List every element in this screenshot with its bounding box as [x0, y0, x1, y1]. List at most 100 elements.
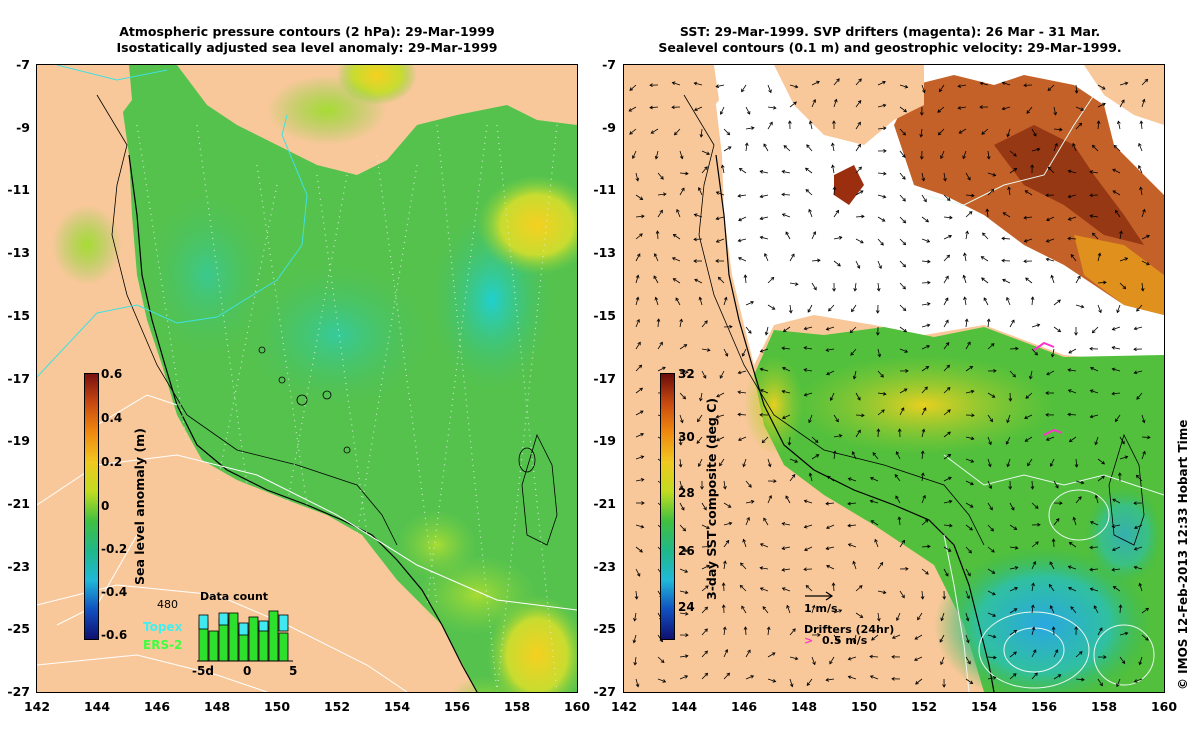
velocity-arrow — [1008, 187, 1011, 196]
velocity-arrow — [760, 216, 769, 220]
velocity-arrow-head — [748, 484, 752, 488]
velocity-arrow-head — [948, 499, 953, 504]
velocity-arrow — [782, 523, 791, 526]
velocity-arrow-head — [917, 616, 921, 621]
velocity-arrow-head — [970, 389, 975, 394]
velocity-arrow — [855, 122, 861, 130]
velocity-arrow — [655, 297, 659, 306]
velocity-arrow — [1095, 495, 1099, 504]
velocity-arrow — [899, 282, 906, 290]
velocity-arrow — [767, 495, 772, 504]
velocity-arrow-head — [812, 98, 816, 103]
velocity-arrow — [675, 297, 681, 306]
velocity-arrow-head — [803, 524, 808, 529]
left-title-line2: Isostatically adjusted sea level anomaly… — [116, 40, 498, 55]
velocity-arrow-head — [1124, 81, 1129, 86]
velocity-arrow — [921, 545, 931, 548]
lon-tick-left: 148 — [203, 699, 231, 714]
velocity-arrow-head — [629, 87, 633, 91]
velocity-arrow-head — [679, 155, 684, 160]
left-map[interactable]: 0.6 0.4 0.2 0 -0.2 -0.4 -0.6 Sea level a… — [37, 65, 577, 692]
velocity-arrow — [1051, 275, 1055, 284]
velocity-arrow-head — [1014, 566, 1019, 570]
velocity-arrow-head — [861, 214, 865, 219]
velocity-arrow — [1112, 168, 1121, 174]
velocity-arrow — [1112, 546, 1121, 551]
velocity-arrow-head — [1078, 496, 1082, 500]
velocity-arrow — [789, 253, 795, 262]
velocity-arrow-head — [990, 188, 995, 193]
velocity-arrow — [987, 568, 995, 574]
velocity-arrow — [1009, 524, 1017, 530]
velocity-arrow-head — [721, 604, 726, 608]
velocity-arrow — [1141, 282, 1144, 291]
velocity-arrow — [921, 260, 931, 263]
velocity-arrow-head — [662, 366, 666, 371]
velocity-arrow — [1092, 145, 1099, 152]
velocity-arrow-head — [759, 349, 764, 353]
right-map[interactable]: 32 30 28 26 24 3-day SST composite (deg … — [624, 65, 1164, 692]
sst-tick-2: 28 — [678, 486, 695, 500]
velocity-arrow-head — [870, 520, 875, 524]
velocity-arrow — [921, 386, 928, 394]
velocity-arrow — [852, 451, 857, 460]
velocity-arrow — [672, 257, 681, 262]
velocity-arrow-head — [737, 257, 742, 261]
velocity-arrow-head — [726, 131, 731, 136]
velocity-arrow — [871, 634, 879, 641]
velocity-arrow — [899, 304, 906, 311]
velocity-arrow — [1002, 212, 1011, 218]
velocity-arrow — [1029, 370, 1033, 379]
velocity-arrow — [1009, 629, 1017, 636]
lat-tick-left: -15 — [7, 307, 30, 323]
velocity-arrow — [986, 209, 989, 218]
velocity-arrow — [740, 585, 747, 592]
velocity-arrow-head — [1030, 164, 1035, 168]
velocity-arrow — [1089, 568, 1099, 571]
velocity-arrow-head — [1102, 102, 1106, 107]
velocity-arrow-head — [980, 256, 985, 260]
velocity-arrow-head — [678, 464, 683, 468]
velocity-arrow — [921, 568, 929, 575]
velocity-arrow-head — [693, 213, 698, 217]
velocity-arrow-head — [725, 539, 730, 544]
velocity-arrow-head — [727, 504, 732, 508]
velocity-arrow-head — [639, 233, 643, 237]
velocity-arrow-head — [919, 134, 924, 138]
velocity-arrow-head — [771, 306, 776, 310]
velocity-arrow — [943, 194, 951, 201]
velocity-arrow — [987, 414, 993, 422]
velocity-arrow — [741, 605, 747, 614]
velocity-arrow-head — [969, 504, 974, 508]
velocity-arrow-head — [962, 155, 966, 160]
velocity-arrow-head — [1112, 498, 1116, 503]
sla-tick-4: -0.2 — [101, 542, 128, 556]
velocity-arrow-head — [1070, 253, 1075, 258]
velocity-arrow-head — [1051, 538, 1056, 542]
velocity-arrow-head — [683, 344, 688, 348]
lon-tick-right: 160 — [1150, 699, 1178, 714]
velocity-arrow — [628, 106, 637, 112]
velocity-arrow-head — [878, 265, 882, 270]
velocity-arrow — [811, 81, 820, 86]
velocity-arrow-head — [876, 428, 881, 432]
velocity-arrow-head — [852, 560, 856, 565]
velocity-arrow-head — [942, 684, 946, 688]
velocity-arrow-head — [759, 566, 764, 570]
velocity-arrow — [679, 414, 683, 423]
velocity-arrow — [760, 236, 769, 240]
velocity-arrow-head — [891, 676, 895, 681]
velocity-arrow-head — [806, 144, 810, 148]
velocity-arrow-head — [1078, 122, 1083, 127]
velocity-arrow-head — [1007, 186, 1011, 191]
velocity-arrow — [826, 524, 835, 529]
velocity-arrow — [723, 561, 726, 570]
velocity-arrow-head — [813, 286, 817, 291]
velocity-arrow — [854, 282, 857, 291]
velocity-arrow — [716, 414, 725, 418]
velocity-arrow — [789, 282, 798, 285]
velocity-arrow — [1006, 436, 1011, 445]
velocity-arrow — [1046, 216, 1055, 221]
velocity-arrow-head — [926, 239, 931, 243]
velocity-arrow — [965, 211, 973, 218]
